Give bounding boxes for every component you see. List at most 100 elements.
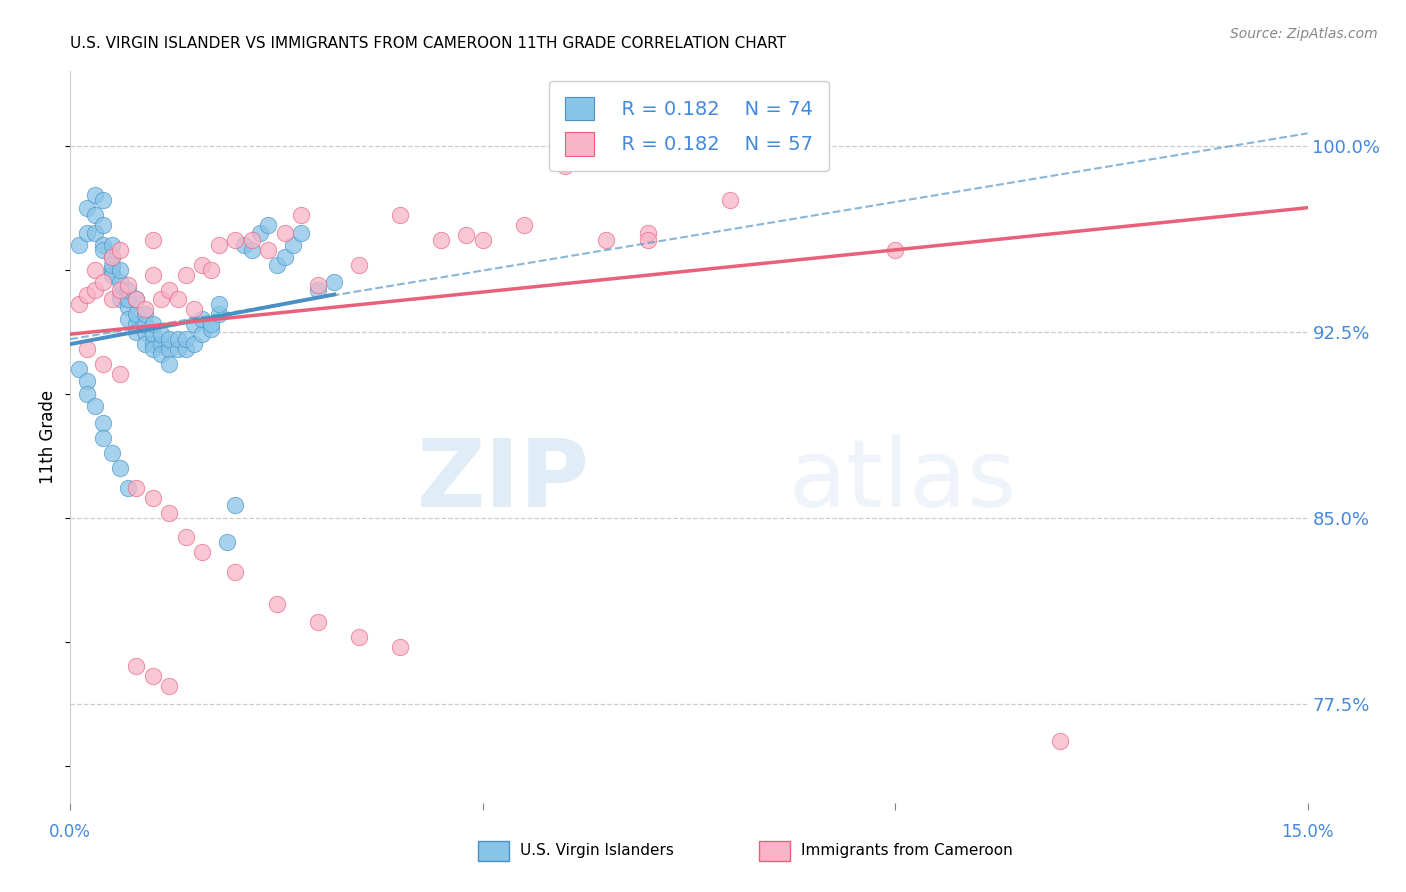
Point — [84, 283, 107, 297]
Point — [215, 535, 238, 549]
Point — [108, 367, 131, 381]
Point — [157, 357, 180, 371]
Point — [718, 194, 741, 208]
Point — [84, 399, 107, 413]
Point — [100, 446, 122, 460]
Point — [108, 262, 131, 277]
Point — [91, 417, 114, 431]
Point — [76, 287, 98, 301]
Point — [166, 332, 188, 346]
Point — [117, 300, 139, 314]
Point — [125, 307, 148, 321]
Point — [884, 243, 907, 257]
Point — [67, 238, 90, 252]
Y-axis label: 11th Grade: 11th Grade — [39, 390, 58, 484]
Point — [108, 293, 131, 307]
Point — [100, 268, 122, 282]
Point — [76, 374, 98, 388]
Point — [108, 461, 131, 475]
Point — [274, 250, 297, 264]
Point — [637, 233, 659, 247]
Point — [281, 238, 304, 252]
Point — [134, 325, 156, 339]
Point — [125, 325, 148, 339]
Point — [266, 598, 288, 612]
Point — [67, 297, 90, 311]
Point — [150, 327, 173, 342]
Point — [595, 233, 617, 247]
Point — [117, 312, 139, 326]
Point — [157, 506, 180, 520]
Point — [91, 431, 114, 445]
Point — [67, 362, 90, 376]
Point — [257, 218, 280, 232]
Point — [125, 293, 148, 307]
Point — [174, 531, 197, 545]
Point — [91, 243, 114, 257]
Point — [100, 293, 122, 307]
Point — [76, 342, 98, 356]
Point — [456, 227, 478, 242]
Point — [125, 481, 148, 495]
Point — [389, 208, 412, 222]
Point — [1049, 734, 1071, 748]
Point — [224, 565, 246, 579]
Point — [142, 669, 165, 683]
Point — [347, 630, 370, 644]
Point — [84, 262, 107, 277]
Point — [157, 679, 180, 693]
Point — [125, 659, 148, 673]
Point — [142, 233, 165, 247]
Point — [183, 302, 205, 317]
Point — [208, 238, 231, 252]
Text: atlas: atlas — [787, 435, 1017, 527]
Point — [91, 275, 114, 289]
Point — [117, 481, 139, 495]
Point — [191, 258, 214, 272]
Point — [191, 327, 214, 342]
Point — [134, 307, 156, 321]
Point — [307, 283, 329, 297]
Point — [142, 342, 165, 356]
Point — [142, 268, 165, 282]
Point — [84, 208, 107, 222]
Point — [142, 318, 165, 332]
Point — [166, 293, 188, 307]
Point — [249, 226, 271, 240]
Point — [183, 318, 205, 332]
Point — [100, 250, 122, 264]
Point — [637, 226, 659, 240]
Point — [266, 258, 288, 272]
Point — [84, 226, 107, 240]
Point — [76, 226, 98, 240]
Point — [117, 293, 139, 307]
Legend:   R = 0.182    N = 74,   R = 0.182    N = 57: R = 0.182 N = 74, R = 0.182 N = 57 — [548, 81, 830, 171]
Point — [430, 233, 453, 247]
Point — [191, 312, 214, 326]
Point — [157, 342, 180, 356]
Point — [290, 226, 312, 240]
Point — [84, 188, 107, 202]
Text: U.S. Virgin Islanders: U.S. Virgin Islanders — [520, 843, 673, 857]
Point — [76, 386, 98, 401]
Point — [108, 283, 131, 297]
Point — [157, 332, 180, 346]
Point — [142, 337, 165, 351]
Point — [91, 238, 114, 252]
Point — [108, 287, 131, 301]
Point — [76, 201, 98, 215]
Text: U.S. VIRGIN ISLANDER VS IMMIGRANTS FROM CAMEROON 11TH GRADE CORRELATION CHART: U.S. VIRGIN ISLANDER VS IMMIGRANTS FROM … — [70, 36, 786, 51]
Point — [100, 258, 122, 272]
Point — [200, 262, 222, 277]
Point — [91, 194, 114, 208]
Point — [174, 332, 197, 346]
Point — [554, 159, 576, 173]
Text: 0.0%: 0.0% — [49, 822, 91, 840]
Point — [307, 615, 329, 629]
Point — [513, 218, 536, 232]
Point — [191, 545, 214, 559]
Point — [307, 277, 329, 292]
Text: Immigrants from Cameroon: Immigrants from Cameroon — [801, 843, 1014, 857]
Point — [150, 347, 173, 361]
Point — [134, 318, 156, 332]
